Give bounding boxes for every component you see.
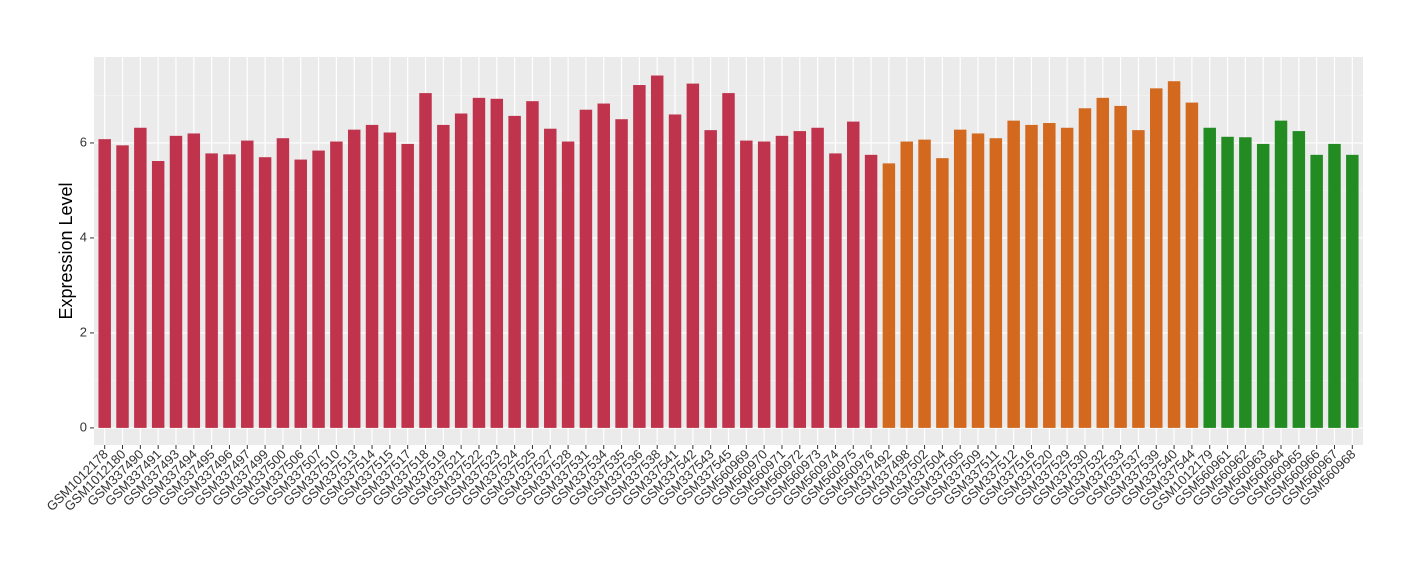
bar bbox=[882, 163, 896, 428]
bar bbox=[98, 139, 111, 428]
bar bbox=[383, 132, 397, 428]
bar bbox=[900, 141, 913, 428]
bar bbox=[472, 97, 486, 428]
bar bbox=[704, 130, 717, 428]
bar bbox=[526, 101, 539, 428]
bar bbox=[330, 141, 343, 428]
bar bbox=[1025, 124, 1038, 428]
bar bbox=[1221, 136, 1234, 428]
bar bbox=[989, 138, 1003, 428]
bar bbox=[454, 113, 468, 428]
bar bbox=[276, 138, 290, 428]
bar bbox=[793, 131, 807, 428]
bar bbox=[1274, 120, 1288, 428]
bar bbox=[633, 85, 646, 428]
bar bbox=[151, 161, 165, 428]
bar bbox=[312, 150, 325, 428]
y-tick-label: 4 bbox=[80, 229, 87, 244]
bar bbox=[490, 98, 504, 428]
bar bbox=[1096, 97, 1110, 428]
bar bbox=[1346, 154, 1359, 428]
bar bbox=[401, 143, 414, 428]
y-axis-label: Expression Level bbox=[56, 182, 76, 319]
bar bbox=[347, 129, 361, 428]
bar bbox=[775, 135, 789, 428]
bar bbox=[1060, 127, 1074, 428]
bar bbox=[241, 140, 254, 428]
bar bbox=[187, 133, 201, 428]
bar bbox=[169, 135, 183, 428]
bar bbox=[223, 154, 236, 428]
bar bbox=[294, 159, 307, 428]
bar bbox=[437, 124, 450, 428]
bar bbox=[1167, 81, 1181, 428]
bar bbox=[1310, 154, 1323, 428]
bar bbox=[936, 158, 949, 428]
bar bbox=[668, 114, 682, 428]
bar bbox=[597, 103, 610, 428]
bar bbox=[205, 153, 218, 428]
bar bbox=[1150, 88, 1163, 428]
bar bbox=[579, 109, 593, 428]
bar bbox=[258, 157, 272, 428]
bar bbox=[1078, 108, 1092, 428]
bar bbox=[1203, 127, 1216, 428]
bar bbox=[1007, 120, 1020, 428]
bar bbox=[1256, 143, 1270, 428]
bar bbox=[508, 115, 521, 428]
bar bbox=[365, 124, 379, 428]
bar bbox=[1132, 130, 1145, 428]
bar bbox=[650, 75, 664, 428]
bar bbox=[116, 145, 129, 428]
bar bbox=[561, 141, 575, 428]
bar bbox=[1292, 131, 1306, 428]
bar bbox=[757, 141, 771, 428]
bar bbox=[615, 119, 628, 428]
bar bbox=[1114, 105, 1127, 428]
bar bbox=[918, 139, 931, 428]
y-tick-label: 0 bbox=[80, 419, 87, 434]
bar bbox=[686, 83, 700, 428]
bar bbox=[722, 93, 735, 428]
bar bbox=[971, 133, 985, 428]
bar bbox=[134, 127, 147, 428]
bar bbox=[1239, 137, 1252, 428]
bar bbox=[847, 121, 860, 428]
bar bbox=[829, 153, 842, 428]
bar bbox=[811, 127, 824, 428]
bar bbox=[1043, 123, 1056, 428]
y-tick-label: 2 bbox=[80, 324, 87, 339]
y-tick-label: 6 bbox=[80, 134, 87, 149]
bar bbox=[544, 128, 557, 428]
bar bbox=[953, 129, 967, 428]
bar bbox=[864, 154, 878, 428]
bar bbox=[419, 93, 432, 428]
bar bbox=[1185, 102, 1199, 428]
bar bbox=[740, 140, 753, 428]
bar bbox=[1328, 143, 1341, 428]
